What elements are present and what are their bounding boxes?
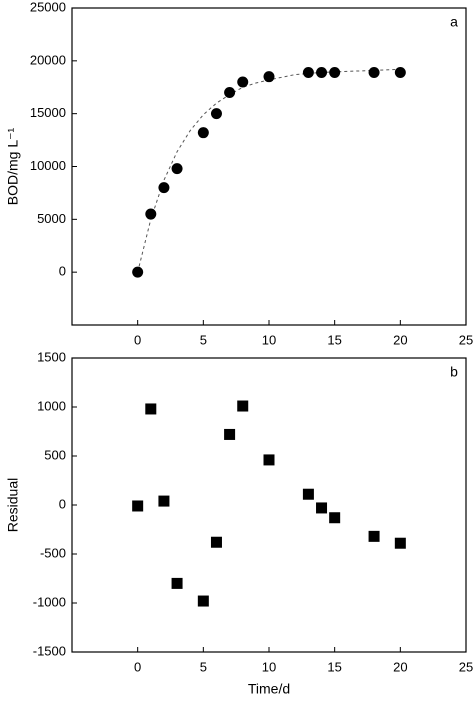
plot-frame bbox=[71, 357, 467, 653]
y-tick-label: 20000 bbox=[30, 52, 66, 67]
panel: 0 5 10 15 20 25 0 5000 10000 15000 20000 25000 BOD/m… bbox=[5, 0, 474, 347]
y-tick-label: -500 bbox=[40, 545, 66, 560]
x-tick-label: 15 bbox=[327, 332, 341, 347]
x-tick-label: 20 bbox=[393, 659, 407, 674]
y-tick-label: 10000 bbox=[30, 158, 66, 173]
data-point bbox=[145, 403, 157, 415]
y-tick-label: 0 bbox=[59, 496, 66, 511]
data-point bbox=[132, 266, 144, 278]
data-point bbox=[237, 76, 249, 88]
y-tick-label: -1000 bbox=[33, 594, 66, 609]
data-point bbox=[171, 163, 183, 175]
panel-label: b bbox=[450, 364, 458, 380]
y-tick-label: 25000 bbox=[30, 0, 66, 14]
x-tick-label: 0 bbox=[134, 332, 141, 347]
x-tick-label: 10 bbox=[262, 332, 276, 347]
data-point bbox=[158, 182, 170, 194]
data-point bbox=[316, 502, 328, 514]
data-point bbox=[210, 536, 222, 548]
data-point bbox=[302, 66, 314, 78]
data-point bbox=[237, 400, 249, 412]
y-tick-label: 1000 bbox=[37, 398, 66, 413]
y-tick-label: -1500 bbox=[33, 643, 66, 658]
data-point bbox=[368, 530, 380, 542]
data-point bbox=[224, 87, 236, 99]
y-tick-label: 0 bbox=[59, 264, 66, 279]
data-point bbox=[210, 108, 222, 120]
data-point bbox=[329, 66, 341, 78]
y-tick-label: 5000 bbox=[37, 211, 66, 226]
y-tick-label: 15000 bbox=[30, 105, 66, 120]
panel: 0 5 10 15 20 25 -1500 -1000 -500 0 500 1000 1500 Resi… bbox=[5, 349, 474, 696]
data-point bbox=[316, 66, 328, 78]
data-point bbox=[132, 500, 144, 512]
data-point bbox=[394, 66, 406, 78]
x-tick-label: 15 bbox=[327, 659, 341, 674]
data-point bbox=[368, 66, 380, 78]
y-tick-label: 1500 bbox=[37, 349, 66, 364]
data-point bbox=[197, 127, 209, 139]
y-tick-label: 500 bbox=[44, 447, 66, 462]
x-tick-label: 5 bbox=[200, 659, 207, 674]
y-axis-title: Residual bbox=[5, 478, 21, 532]
data-point bbox=[145, 208, 157, 220]
data-point bbox=[394, 537, 406, 549]
x-tick-label: 5 bbox=[200, 332, 207, 347]
plot-frame bbox=[71, 7, 467, 326]
x-tick-label: 10 bbox=[262, 659, 276, 674]
data-point bbox=[263, 71, 275, 83]
data-point bbox=[329, 512, 341, 524]
data-point bbox=[158, 495, 170, 507]
data-point bbox=[197, 595, 209, 607]
x-axis-title: Time/d bbox=[248, 681, 290, 697]
x-tick-label: 20 bbox=[393, 332, 407, 347]
panel-label: a bbox=[450, 14, 458, 30]
x-tick-label: 25 bbox=[459, 659, 473, 674]
data-point bbox=[302, 488, 314, 500]
x-tick-label: 0 bbox=[134, 659, 141, 674]
data-point bbox=[224, 428, 236, 440]
data-point bbox=[263, 454, 275, 466]
data-point bbox=[171, 577, 183, 589]
y-axis-title: BOD/mg L⁻¹ bbox=[5, 127, 21, 205]
x-tick-label: 25 bbox=[459, 332, 473, 347]
